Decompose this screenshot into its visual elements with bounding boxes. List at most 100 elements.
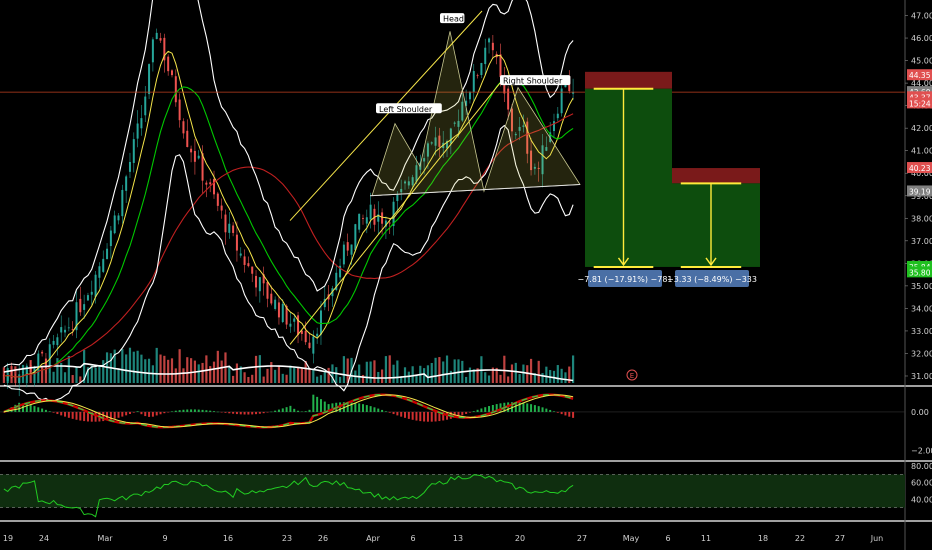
candle-body[interactable]	[411, 177, 414, 186]
candle-body[interactable]	[274, 299, 277, 309]
position-result-badge[interactable]	[675, 270, 749, 287]
candle-body[interactable]	[453, 122, 456, 124]
candle-body[interactable]	[438, 135, 441, 147]
candle-body[interactable]	[201, 153, 204, 181]
candle-body[interactable]	[144, 96, 147, 116]
candle-body[interactable]	[94, 274, 97, 297]
candle-body[interactable]	[258, 277, 261, 292]
candle-body[interactable]	[404, 181, 407, 184]
candle-body[interactable]	[86, 295, 89, 301]
candle-body[interactable]	[384, 220, 387, 227]
candle-body[interactable]	[109, 230, 112, 247]
candle-body[interactable]	[167, 56, 170, 72]
neckline[interactable]	[369, 183, 581, 197]
candle-body[interactable]	[507, 88, 510, 110]
candle-body[interactable]	[499, 54, 502, 77]
candle-body[interactable]	[270, 293, 273, 304]
channel-lower-line[interactable]	[289, 82, 501, 345]
stop-loss-zone[interactable]	[585, 71, 672, 89]
candle-body[interactable]	[449, 128, 452, 144]
candle-body[interactable]	[361, 218, 364, 219]
candle-body[interactable]	[300, 330, 303, 334]
candle-body[interactable]	[308, 342, 311, 348]
stop-loss-zone[interactable]	[672, 168, 760, 184]
earnings-icon[interactable]	[626, 369, 638, 381]
candle-body[interactable]	[155, 32, 158, 40]
candle-body[interactable]	[159, 38, 162, 41]
candle-body[interactable]	[491, 42, 494, 51]
candle-body[interactable]	[262, 274, 265, 284]
candle-body[interactable]	[339, 265, 342, 278]
candle-body[interactable]	[41, 351, 44, 354]
candle-body[interactable]	[224, 214, 227, 233]
price-label-tag[interactable]	[907, 185, 932, 197]
drawings-overlay[interactable]: Left Shoulder Head Right Shoulder −7.81 (−1…	[289, 10, 760, 381]
candle-body[interactable]	[572, 92, 575, 94]
candle-body[interactable]	[232, 225, 235, 233]
candle-body[interactable]	[369, 204, 372, 220]
candle-body[interactable]	[400, 188, 403, 193]
candle-body[interactable]	[354, 224, 357, 251]
price-label-tag[interactable]	[907, 162, 932, 174]
candle-body[interactable]	[128, 161, 131, 172]
candle-body[interactable]	[56, 337, 59, 346]
candle-body[interactable]	[503, 79, 506, 94]
candle-body[interactable]	[182, 121, 185, 134]
candle-body[interactable]	[514, 133, 517, 136]
profit-target-zone[interactable]	[672, 183, 760, 267]
candle-body[interactable]	[381, 212, 384, 224]
profit-target-zone[interactable]	[585, 88, 672, 267]
candle-body[interactable]	[216, 193, 219, 206]
candle-body[interactable]	[518, 126, 521, 131]
candle-body[interactable]	[285, 305, 288, 325]
candle-body[interactable]	[170, 70, 173, 76]
candle-body[interactable]	[151, 39, 154, 63]
candle-body[interactable]	[113, 215, 116, 234]
candle-body[interactable]	[205, 182, 208, 185]
candle-body[interactable]	[163, 37, 166, 61]
candle-body[interactable]	[312, 336, 315, 354]
head-shoulders-pattern[interactable]	[371, 31, 581, 197]
candle-body[interactable]	[522, 125, 525, 127]
candle-body[interactable]	[476, 75, 479, 77]
candle-body[interactable]	[75, 302, 78, 331]
candle-body[interactable]	[193, 150, 196, 162]
candle-body[interactable]	[446, 140, 449, 149]
candle-body[interactable]	[319, 310, 322, 335]
price-label-tag[interactable]	[907, 91, 932, 103]
candle-body[interactable]	[545, 147, 548, 151]
candle-body[interactable]	[541, 145, 544, 175]
candle-body[interactable]	[560, 88, 563, 114]
candle-body[interactable]	[434, 137, 437, 146]
candle-body[interactable]	[83, 304, 86, 310]
candle-body[interactable]	[209, 182, 212, 185]
candle-body[interactable]	[346, 242, 349, 251]
price-label-tag[interactable]	[907, 266, 932, 278]
candle-body[interactable]	[281, 303, 284, 323]
candle-body[interactable]	[186, 130, 189, 147]
candle-body[interactable]	[48, 344, 51, 367]
candle-body[interactable]	[239, 253, 242, 256]
candle-body[interactable]	[415, 165, 418, 182]
candle-body[interactable]	[44, 358, 47, 365]
candle-body[interactable]	[461, 101, 464, 121]
candle-body[interactable]	[423, 158, 426, 162]
channel-upper-line[interactable]	[289, 10, 483, 221]
candle-body[interactable]	[266, 282, 269, 299]
candle-body[interactable]	[220, 205, 223, 211]
candle-body[interactable]	[174, 76, 177, 103]
candle-body[interactable]	[98, 266, 101, 278]
candle-body[interactable]	[556, 113, 559, 119]
candle-body[interactable]	[67, 327, 70, 329]
candle-body[interactable]	[178, 99, 181, 121]
candle-body[interactable]	[33, 366, 36, 374]
candle-body[interactable]	[323, 298, 326, 308]
price-axis[interactable]: 47.0046.0045.0044.0043.0042.0041.0040.00…	[905, 12, 932, 505]
candle-body[interactable]	[243, 256, 246, 265]
candle-body[interactable]	[251, 266, 254, 274]
candle-body[interactable]	[304, 330, 307, 343]
candle-body[interactable]	[228, 223, 231, 233]
candle-body[interactable]	[533, 166, 536, 169]
candle-body[interactable]	[235, 234, 238, 251]
